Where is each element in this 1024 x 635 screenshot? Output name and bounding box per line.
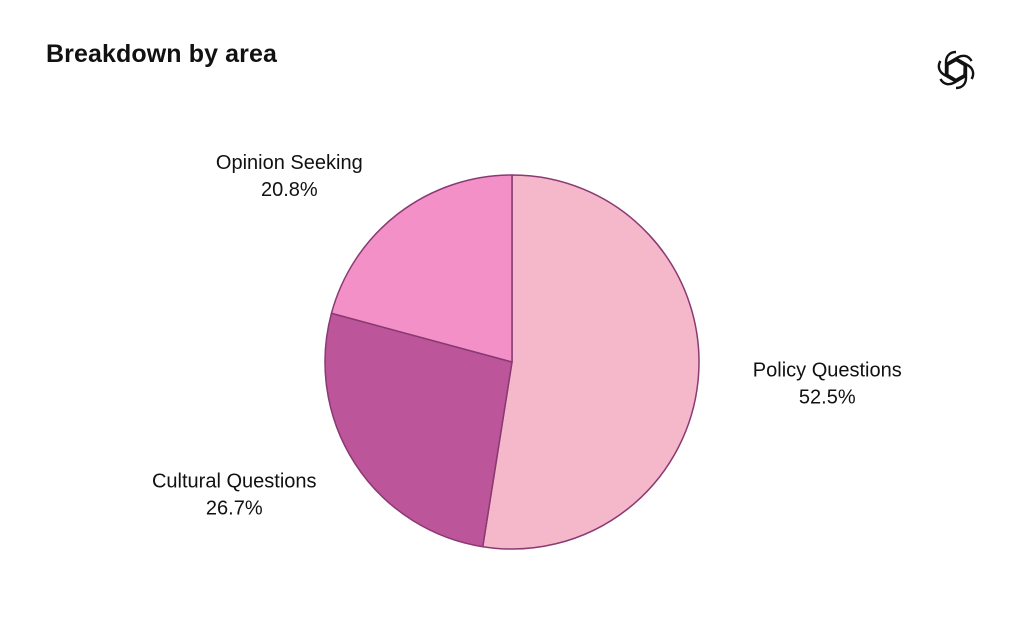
slice-value-label: 52.5%	[799, 387, 856, 409]
chart-title: Breakdown by area	[46, 40, 277, 68]
slice-label: Cultural Questions	[152, 470, 317, 492]
slice-label: Policy Questions	[753, 360, 902, 382]
pie-slice-opinion-seeking	[330, 174, 513, 363]
slice-label: Opinion Seeking	[216, 152, 363, 174]
pie-slice-policy-questions	[481, 174, 700, 550]
pie-slice-cultural-questions	[324, 312, 513, 548]
slice-value-label: 26.7%	[206, 497, 263, 519]
slice-value-label: 20.8%	[261, 179, 318, 201]
openai-knot-icon	[934, 50, 978, 90]
